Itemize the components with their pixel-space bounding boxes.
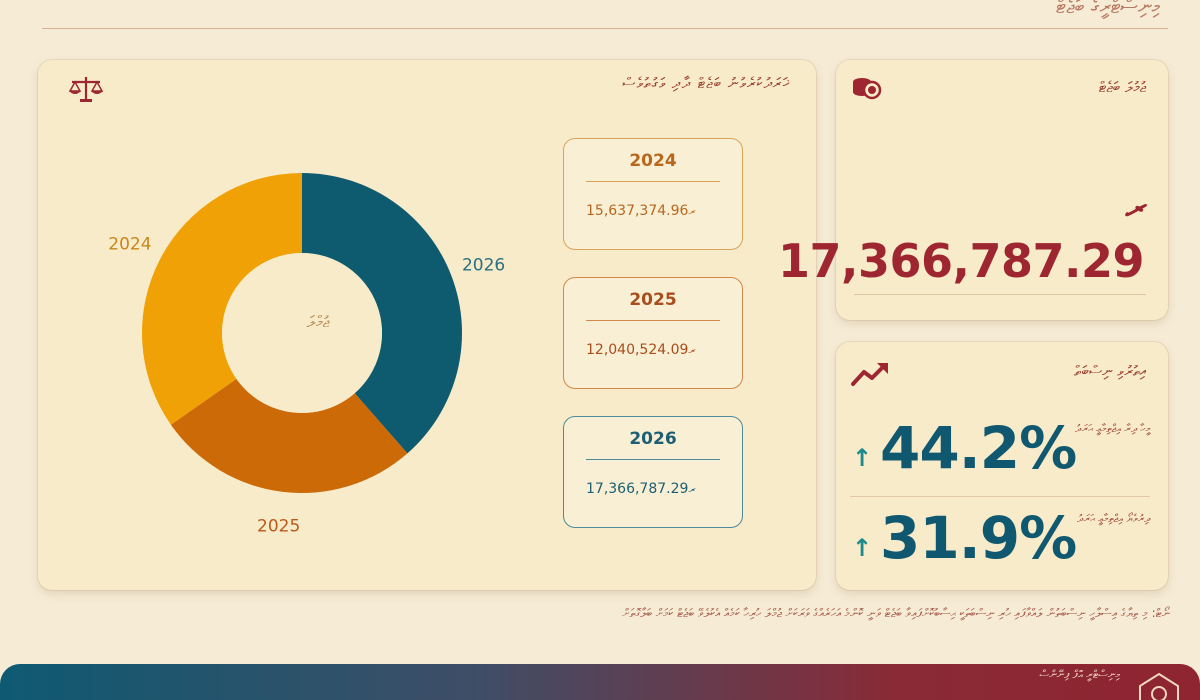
growth-value: 31.9% [880,504,1077,572]
footnote: ނޯޓް: މި ތިޔާގެ އިސްލާހީ ނިސްބަތުން ލައް… [622,606,1170,620]
growth-label: މީހާ ދިރާ އިޖްތިމާޢީ ޙަރަދު [1074,422,1150,435]
coins-icon [853,78,882,100]
year-box-divider [586,459,720,460]
year-label: 2025 [629,290,677,310]
year-box-2024: 2024 ރ15,637,374.96 [563,138,743,250]
header-divider [42,28,1168,29]
footer-band: މިނިސްޓްރީ އޮފް ފިނޭންސް [0,664,1200,700]
year-label: 2024 [629,151,677,171]
slice-label-2026: 2026 [462,256,505,276]
growth-card: އިތުރުވި ނިސްބަތް ↑ 44.2% މީހާ ދިރާ އިޖް… [836,342,1168,590]
growth-label: ދިރުވެޔޯ އިޖްތިމާޢީ ޙަރަދު [1076,512,1150,525]
chart-title: ޚަރަދުކުރެވުނު ބަޖެޓް ދާދި ވަގުތުވެސް [622,74,790,92]
donut-slice-2024 [142,173,302,425]
donut-slice-2026 [302,173,463,454]
footer-text: މިނިސްޓްރީ އޮފް ފިނޭންސް [1039,668,1120,681]
growth-divider [850,496,1150,497]
year-amount-value: 12,040,524.09 [586,342,689,358]
scale-icon [68,77,104,102]
total-value: 17,366,787.29 [778,234,1145,288]
growth-row: ↑ 31.9% ދިރުވެޔޯ އިޖްތިމާޢީ ޙަރަދު [850,500,1150,582]
total-budget-card: ޖުމުލަ ބަޖެޓް ރ 17,366,787.29 [778,60,1168,320]
donut-center-label: ޖުމްލަ [306,312,330,331]
trend-up-icon [851,363,888,386]
year-amount: ރ17,366,787.29 [586,481,724,497]
slice-label-2024: 2024 [108,234,151,254]
year-box-divider [586,320,720,321]
arrow-up-icon: ↑ [852,444,873,472]
arrow-up-icon: ↑ [852,534,873,562]
donut-slice-2025 [170,378,408,493]
year-amount-value: 15,637,374.96 [586,203,689,219]
currency-symbol: ރ [1124,188,1144,226]
year-box-2025: 2025 ރ12,040,524.09 [563,277,743,389]
emblem-logo [1139,672,1179,700]
growth-value: 44.2% [880,414,1077,482]
growth-row: ↑ 44.2% މީހާ ދިރާ އިޖްތިމާޢީ ޙަރަދު [850,410,1150,492]
slice-label-2025: 2025 [257,517,300,537]
growth-title: އިތުރުވި ނިސްބަތް [1074,362,1146,380]
total-title: ޖުމުލަ ބަޖެޓް [1098,78,1146,96]
donut-chart: 2026 2025 2024 [108,173,505,537]
year-amount-value: 17,366,787.29 [586,481,689,497]
budget-chart-card: ޚަރަދުކުރެވުނު ބަޖެޓް ދާދި ވަގުތުވެސް 20… [38,60,816,590]
year-box-2026: 2026 ރ17,366,787.29 [563,416,743,528]
year-label: 2026 [629,429,677,449]
total-divider [854,294,1146,295]
year-amount: ރ12,040,524.09 [586,342,724,358]
currency-symbol: ރ [688,343,696,357]
year-box-divider [586,181,720,182]
year-amount: ރ15,637,374.96 [586,203,724,219]
currency-symbol: ރ [688,204,696,218]
currency-symbol: ރ [688,482,696,496]
page-title: މިނިސްޓްރީގެ ބަޖެޓް [1055,0,1160,18]
donut-hole [222,253,382,413]
